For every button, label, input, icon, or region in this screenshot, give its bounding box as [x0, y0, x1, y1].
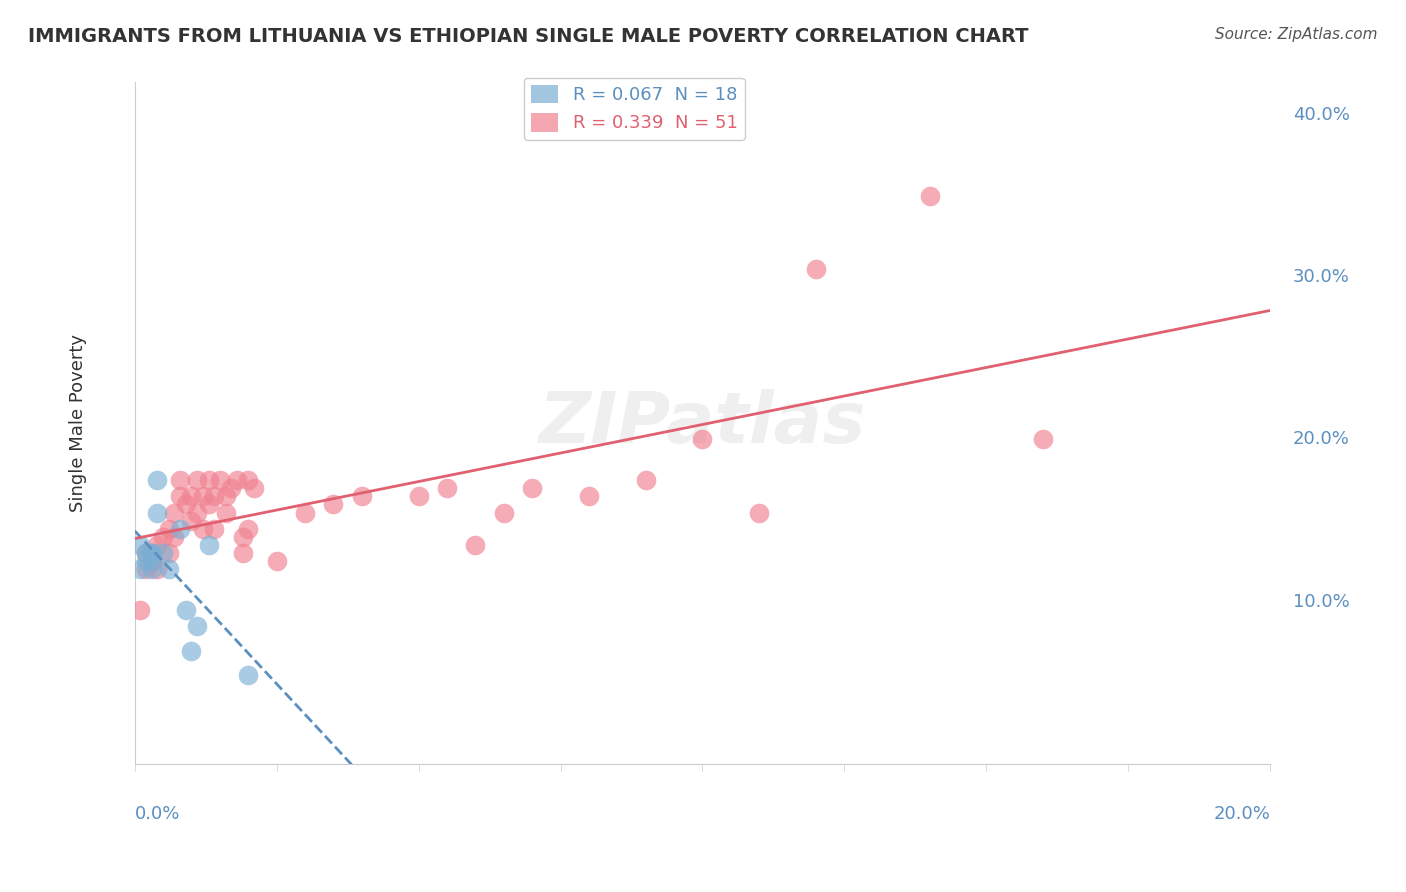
Point — [294, 506, 316, 520]
Legend: R = 0.067  N = 18, R = 0.339  N = 51: R = 0.067 N = 18, R = 0.339 N = 51 — [524, 78, 745, 140]
Point — [436, 481, 458, 495]
Text: 30.0%: 30.0% — [1294, 268, 1350, 286]
Point — [135, 562, 157, 576]
Point — [186, 619, 208, 633]
Point — [157, 562, 180, 576]
Point — [464, 538, 486, 552]
Point — [152, 530, 174, 544]
Text: 10.0%: 10.0% — [1294, 593, 1350, 611]
Point — [748, 506, 770, 520]
Point — [238, 473, 260, 487]
Point — [202, 522, 225, 536]
Text: Source: ZipAtlas.com: Source: ZipAtlas.com — [1215, 27, 1378, 42]
Point — [197, 497, 219, 511]
Point — [180, 514, 202, 528]
Point — [266, 554, 288, 568]
Point — [186, 473, 208, 487]
Point — [129, 603, 152, 617]
Point — [578, 489, 600, 503]
Point — [197, 473, 219, 487]
Point — [804, 261, 827, 276]
Text: ZIPatlas: ZIPatlas — [538, 389, 866, 458]
Point — [226, 473, 249, 487]
Text: 40.0%: 40.0% — [1294, 105, 1350, 124]
Point — [163, 530, 186, 544]
Point — [214, 506, 236, 520]
Point — [141, 562, 163, 576]
Point — [180, 643, 202, 657]
Point — [692, 433, 714, 447]
Text: 20.0%: 20.0% — [1294, 431, 1350, 449]
Point — [146, 538, 169, 552]
Point — [135, 554, 157, 568]
Point — [169, 473, 191, 487]
Point — [214, 489, 236, 503]
Point — [191, 489, 214, 503]
Point — [180, 489, 202, 503]
Point — [238, 668, 260, 682]
Point — [520, 481, 543, 495]
Point — [174, 603, 197, 617]
Point — [186, 506, 208, 520]
Point — [350, 489, 373, 503]
Point — [202, 489, 225, 503]
Point — [174, 497, 197, 511]
Point — [169, 489, 191, 503]
Point — [197, 538, 219, 552]
Point — [1032, 433, 1054, 447]
Point — [141, 546, 163, 560]
Point — [634, 473, 657, 487]
Point — [141, 554, 163, 568]
Point — [219, 481, 242, 495]
Point — [141, 546, 163, 560]
Point — [238, 522, 260, 536]
Point — [146, 562, 169, 576]
Point — [232, 546, 254, 560]
Point — [492, 506, 515, 520]
Text: Single Male Poverty: Single Male Poverty — [69, 334, 87, 512]
Point — [129, 562, 152, 576]
Point — [141, 546, 163, 560]
Point — [163, 506, 186, 520]
Point — [141, 554, 163, 568]
Point — [146, 506, 169, 520]
Point — [322, 497, 344, 511]
Point — [232, 530, 254, 544]
Point — [157, 522, 180, 536]
Point — [135, 546, 157, 560]
Point — [146, 473, 169, 487]
Text: IMMIGRANTS FROM LITHUANIA VS ETHIOPIAN SINGLE MALE POVERTY CORRELATION CHART: IMMIGRANTS FROM LITHUANIA VS ETHIOPIAN S… — [28, 27, 1029, 45]
Text: 20.0%: 20.0% — [1213, 805, 1270, 823]
Point — [208, 473, 231, 487]
Point — [152, 546, 174, 560]
Point — [918, 189, 941, 203]
Point — [135, 546, 157, 560]
Point — [191, 522, 214, 536]
Point — [157, 546, 180, 560]
Point — [129, 538, 152, 552]
Point — [408, 489, 430, 503]
Point — [169, 522, 191, 536]
Point — [243, 481, 266, 495]
Text: 0.0%: 0.0% — [135, 805, 180, 823]
